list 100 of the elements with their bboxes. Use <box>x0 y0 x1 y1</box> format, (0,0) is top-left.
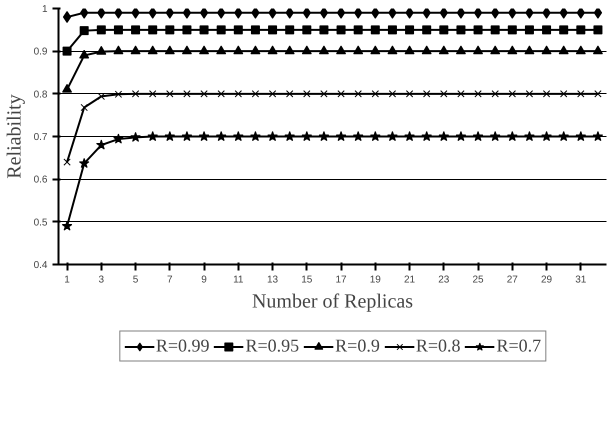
y-tick-label: 0.6 <box>34 174 48 186</box>
point <box>576 131 586 142</box>
point <box>594 8 602 19</box>
x-tick-label: 5 <box>132 274 139 286</box>
point <box>404 45 415 54</box>
point <box>114 8 123 19</box>
point <box>440 8 448 19</box>
point <box>474 8 482 19</box>
point <box>286 90 294 98</box>
point <box>130 132 141 142</box>
point <box>251 8 260 19</box>
point <box>508 8 516 19</box>
point <box>388 8 397 19</box>
x-tick-label: 31 <box>575 274 587 286</box>
point <box>594 90 602 98</box>
point <box>405 25 414 34</box>
point <box>148 25 158 34</box>
legend-label: R=0.9 <box>335 336 380 356</box>
point <box>164 131 176 142</box>
point <box>302 8 311 19</box>
point <box>354 25 363 34</box>
point <box>268 25 278 34</box>
point <box>507 131 518 142</box>
x-tick-label: 25 <box>472 274 484 286</box>
point <box>474 25 483 34</box>
point <box>524 45 534 54</box>
point <box>336 45 346 54</box>
point <box>318 131 330 142</box>
point <box>182 8 192 19</box>
point <box>370 131 381 142</box>
point <box>268 90 276 98</box>
point <box>387 45 398 54</box>
point <box>353 45 364 54</box>
point <box>352 131 364 142</box>
point <box>456 25 466 34</box>
point <box>457 90 465 98</box>
point <box>250 25 260 34</box>
point <box>302 131 312 142</box>
point <box>524 131 535 142</box>
x-tick-label: 17 <box>336 274 348 286</box>
x-tick-label: 15 <box>301 274 313 286</box>
point <box>233 45 244 54</box>
point <box>456 8 466 19</box>
point <box>422 25 432 34</box>
point <box>337 90 345 98</box>
point <box>250 131 261 142</box>
point <box>490 25 500 34</box>
point <box>132 90 140 98</box>
point <box>252 90 260 98</box>
point <box>234 8 242 19</box>
point <box>542 90 550 98</box>
point <box>440 90 448 98</box>
x-tick-label: 19 <box>370 274 382 286</box>
point <box>592 131 604 142</box>
point <box>372 90 379 98</box>
point <box>576 25 586 34</box>
point <box>406 90 414 98</box>
point <box>302 45 312 54</box>
point <box>336 8 346 19</box>
point <box>96 140 107 150</box>
point <box>182 131 192 142</box>
y-tick-label: 0.8 <box>34 89 48 100</box>
point <box>166 8 174 19</box>
point <box>354 8 362 19</box>
point <box>62 220 72 231</box>
point <box>62 11 72 24</box>
point <box>320 8 328 19</box>
point <box>131 8 140 19</box>
point <box>80 26 89 36</box>
point <box>131 25 140 34</box>
point <box>234 25 243 34</box>
legend-label: R=0.8 <box>416 336 461 356</box>
x-tick-label: 29 <box>541 274 553 286</box>
point <box>508 25 517 34</box>
point <box>492 90 499 98</box>
point <box>423 90 430 98</box>
point <box>148 8 157 19</box>
x-tick-label: 23 <box>438 274 450 286</box>
point <box>96 46 106 55</box>
point <box>490 45 500 54</box>
point <box>198 131 210 142</box>
legend-label: R=0.7 <box>496 336 542 356</box>
x-tick-label: 13 <box>267 274 279 286</box>
point <box>388 90 396 98</box>
point <box>577 90 584 98</box>
point <box>491 8 500 19</box>
point <box>473 45 484 54</box>
point <box>320 90 328 98</box>
point <box>80 8 88 19</box>
point <box>113 45 124 54</box>
point <box>130 45 141 54</box>
point <box>592 45 603 54</box>
y-tick-label: 0.7 <box>34 132 48 143</box>
point <box>79 50 90 59</box>
point <box>148 45 158 54</box>
point <box>421 131 432 142</box>
point <box>559 25 568 34</box>
point <box>456 131 466 142</box>
x-tick-label: 1 <box>64 274 70 286</box>
point <box>490 131 500 142</box>
